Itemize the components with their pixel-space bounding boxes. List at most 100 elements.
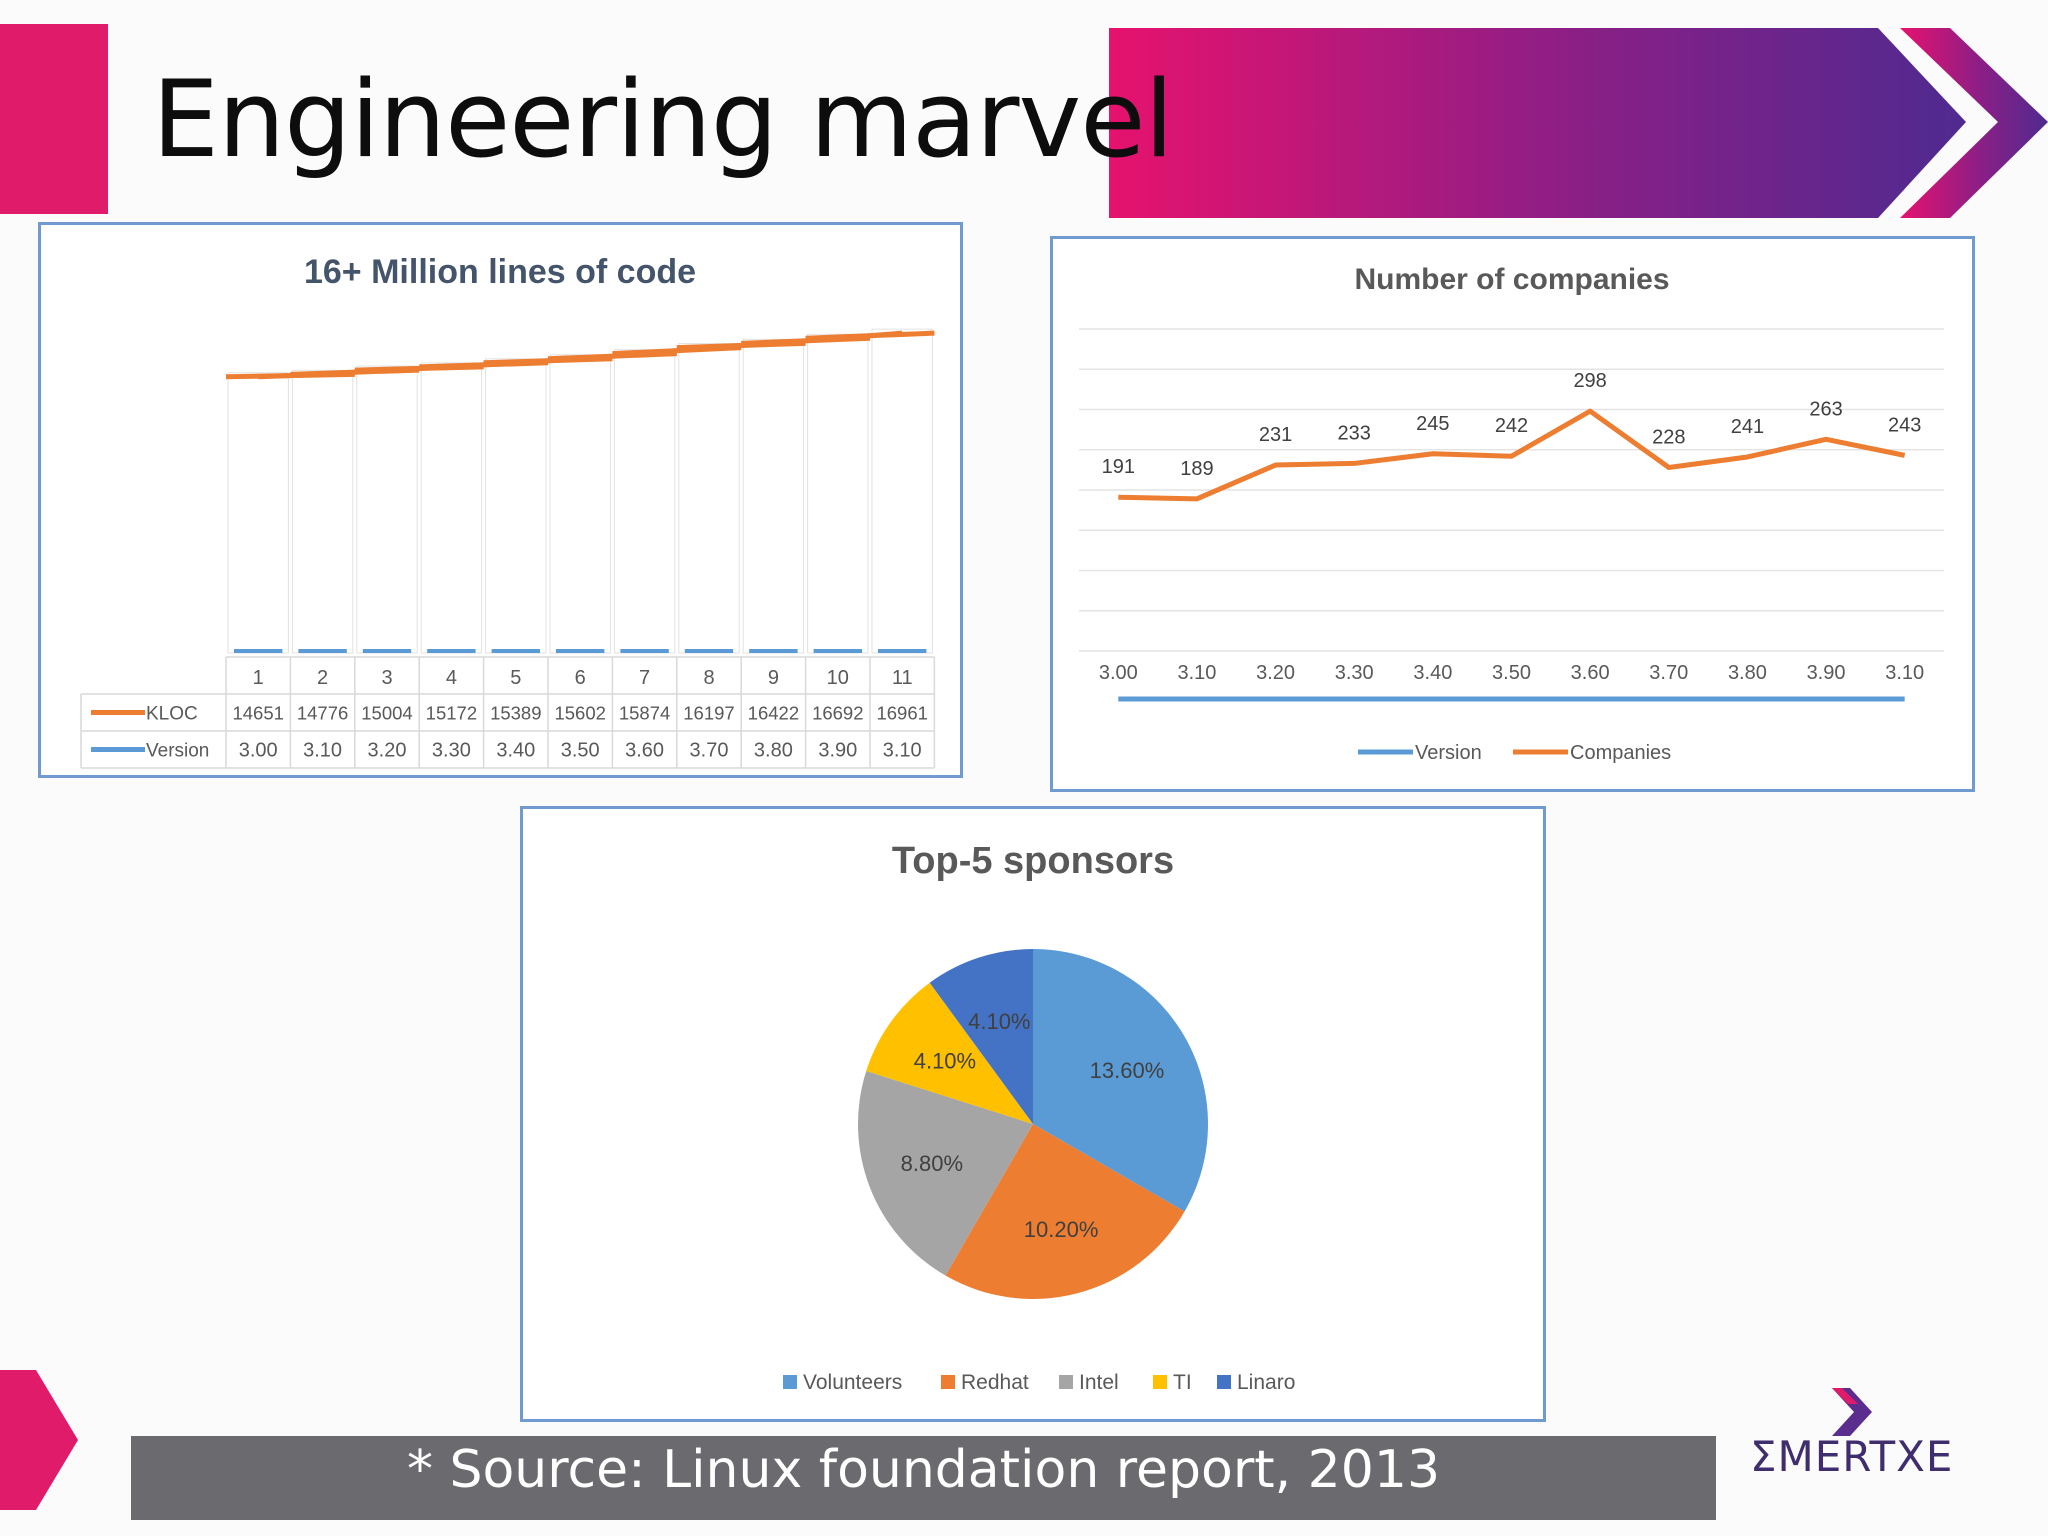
kloc-value-label: 14776 bbox=[297, 703, 348, 724]
category-label: 1 bbox=[253, 667, 264, 689]
pie-data-label: 4.10% bbox=[914, 1049, 976, 1074]
pie-slice-redhat bbox=[945, 1124, 1185, 1299]
logo-chevron-icon bbox=[1832, 1388, 1872, 1436]
chart-companies: Number of companies 191 189 231 233 245 242 298… bbox=[1079, 263, 1944, 764]
category-label: 3.10 bbox=[1885, 662, 1924, 684]
version-value-label: 3.30 bbox=[432, 740, 471, 762]
chart-kloc: 16+ Million lines of code 1 2 3 4 5 6 7 8 9 10 11 KL… bbox=[80, 253, 936, 769]
pie-data-label: 13.60% bbox=[1090, 1058, 1165, 1083]
legend-label-redhat: Redhat bbox=[961, 1371, 1029, 1394]
legend-label-ti: TI bbox=[1173, 1371, 1192, 1394]
legend-label-companies: Companies bbox=[1570, 742, 1671, 764]
kloc-column bbox=[356, 365, 418, 654]
pie-data-label: 4.10% bbox=[968, 1009, 1030, 1034]
header-banner bbox=[1109, 28, 2048, 218]
version-value-label: 3.60 bbox=[625, 740, 664, 762]
banner-chevron bbox=[1900, 28, 2048, 218]
chart-title: Top-5 sponsors bbox=[892, 840, 1174, 882]
legend-label-intel: Intel bbox=[1079, 1371, 1119, 1394]
category-label: 3.60 bbox=[1571, 662, 1610, 684]
category-label: 4 bbox=[446, 667, 457, 689]
category-label: 3.30 bbox=[1335, 662, 1374, 684]
banner-shape bbox=[1109, 28, 1966, 218]
category-label: 3 bbox=[381, 667, 392, 689]
legend-label-version: Version bbox=[146, 741, 209, 762]
version-value-label: 3.20 bbox=[368, 740, 407, 762]
category-label: 6 bbox=[575, 667, 586, 689]
chart-sponsors: Top-5 sponsors 13.60% 10.20% 8.80% 4.10% 4.10… bbox=[783, 840, 1295, 1394]
kloc-value-label: 16692 bbox=[812, 703, 863, 724]
chart-title: Number of companies bbox=[1354, 263, 1669, 296]
version-value-label: 3.00 bbox=[239, 740, 278, 762]
companies-data-label: 228 bbox=[1652, 426, 1685, 448]
header-left-accent bbox=[0, 24, 108, 214]
companies-data-label: 242 bbox=[1495, 415, 1528, 437]
category-label: 3.40 bbox=[1413, 662, 1452, 684]
chart-title: 16+ Million lines of code bbox=[304, 253, 696, 291]
company-logo: ΣMERTXE bbox=[1750, 1432, 1954, 1481]
kloc-column bbox=[871, 328, 933, 654]
legend-label-linaro: Linaro bbox=[1237, 1371, 1295, 1394]
chart-companies-frame: Number of companies 191 189 231 233 245 242 298… bbox=[1050, 236, 1975, 792]
pie-data-label: 10.20% bbox=[1024, 1217, 1099, 1242]
kloc-column bbox=[678, 343, 740, 654]
companies-line bbox=[1118, 408, 1906, 502]
category-label: 3.80 bbox=[1728, 662, 1767, 684]
kloc-column bbox=[420, 362, 483, 654]
legend-swatch-ti bbox=[1153, 1375, 1167, 1389]
version-value-label: 3.40 bbox=[496, 740, 535, 762]
kloc-column bbox=[227, 372, 289, 654]
legend-swatch-linaro bbox=[1217, 1375, 1231, 1389]
pie-slice-volunteers bbox=[1033, 949, 1208, 1212]
companies-data-label: 243 bbox=[1888, 414, 1921, 436]
kloc-column bbox=[291, 369, 354, 654]
version-value-label: 3.10 bbox=[303, 740, 342, 762]
companies-data-label: 245 bbox=[1416, 413, 1449, 435]
category-label: 3.10 bbox=[1177, 662, 1216, 684]
companies-data-label: 191 bbox=[1102, 456, 1135, 478]
companies-data-label: 231 bbox=[1259, 424, 1292, 446]
legend-swatch-intel bbox=[1059, 1375, 1073, 1389]
category-label: 8 bbox=[703, 667, 714, 689]
category-label: 3.20 bbox=[1256, 662, 1295, 684]
legend-label-kloc: KLOC bbox=[146, 704, 198, 725]
kloc-value-label: 16961 bbox=[876, 703, 927, 724]
kloc-column bbox=[549, 354, 611, 654]
legend-label-volunteers: Volunteers bbox=[803, 1371, 902, 1394]
category-label: 3.90 bbox=[1807, 662, 1846, 684]
kloc-value-label: 15172 bbox=[426, 703, 477, 724]
kloc-value-label: 15004 bbox=[361, 703, 412, 724]
legend-swatch-redhat bbox=[941, 1375, 955, 1389]
pie-slice-intel bbox=[858, 1070, 1033, 1276]
category-label: 3.00 bbox=[1099, 662, 1138, 684]
chart-kloc-frame: 16+ Million lines of code 1 2 3 4 5 6 7 8 9 10 11 KL… bbox=[38, 222, 963, 778]
category-label: 9 bbox=[768, 667, 779, 689]
pie-slice-linaro bbox=[929, 949, 1033, 1124]
version-value-label: 3.50 bbox=[561, 740, 600, 762]
companies-data-label: 298 bbox=[1573, 370, 1606, 392]
kloc-column bbox=[613, 349, 676, 654]
footer-bar bbox=[131, 1436, 1716, 1520]
category-label: 7 bbox=[639, 667, 650, 689]
slide-title: Engineering marvel bbox=[152, 58, 1174, 181]
kloc-value-label: 16197 bbox=[683, 703, 734, 724]
companies-data-label: 189 bbox=[1180, 458, 1213, 480]
legend-swatch-volunteers bbox=[783, 1375, 797, 1389]
kloc-column bbox=[742, 338, 805, 654]
kloc-line bbox=[258, 330, 903, 380]
category-label: 3.70 bbox=[1649, 662, 1688, 684]
category-label: 11 bbox=[892, 667, 913, 689]
pie-data-label: 8.80% bbox=[901, 1151, 963, 1176]
companies-data-label: 241 bbox=[1731, 416, 1764, 438]
category-label: 3.50 bbox=[1492, 662, 1531, 684]
kloc-value-label: 16422 bbox=[748, 703, 799, 724]
category-label: 5 bbox=[510, 667, 521, 689]
kloc-value-label: 14651 bbox=[232, 703, 283, 724]
version-value-label: 3.10 bbox=[883, 740, 922, 762]
chart-sponsors-frame: Top-5 sponsors 13.60% 10.20% 8.80% 4.10% 4.10… bbox=[520, 806, 1546, 1422]
version-value-label: 3.80 bbox=[754, 740, 793, 762]
footer-source-text: * Source: Linux foundation report, 2013 bbox=[406, 1440, 1441, 1500]
footer-left-chevron bbox=[0, 1370, 80, 1515]
kloc-column bbox=[485, 358, 547, 654]
legend-label-version: Version bbox=[1415, 742, 1482, 764]
